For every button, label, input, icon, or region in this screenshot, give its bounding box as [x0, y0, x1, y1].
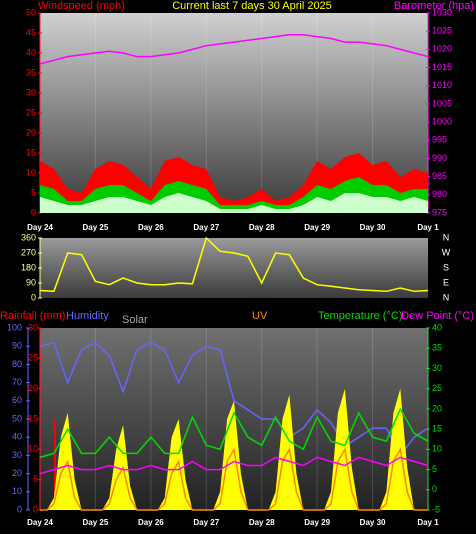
y-tick-label: 985 — [432, 171, 447, 181]
axis-title: Windspeed (mph) — [38, 0, 125, 12]
y-tick-label: 20 — [26, 127, 36, 137]
y-tick-label: 30 — [28, 322, 38, 332]
y-tick-label: 980 — [432, 189, 447, 199]
x-tick-label: Day 24 — [27, 223, 53, 232]
y-tick-label: 360 — [21, 232, 36, 242]
y-tick-label: 90 — [26, 277, 36, 287]
y-tick-label: 1000 — [432, 116, 452, 126]
y-tick-label: 1010 — [432, 80, 452, 90]
series-label: Solar — [122, 314, 148, 326]
series-label: Humidity — [66, 310, 109, 322]
y-tick-label: 975 — [432, 207, 447, 217]
x-tick-label: Day 24 — [27, 518, 53, 527]
x-tick-label: Day 28 — [249, 518, 275, 527]
y-tick-label: 40 — [12, 432, 22, 442]
series-label: Dew Point (°C) — [401, 310, 474, 322]
y-tick-label: 25 — [26, 107, 36, 117]
x-tick-label: Day 26 — [138, 223, 164, 232]
y-tick-label: 1020 — [432, 44, 452, 54]
x-tick-label: Day 26 — [138, 518, 164, 527]
x-tick-label: Day 25 — [83, 518, 109, 527]
y-tick-label: 180 — [21, 262, 36, 272]
direction-label: E — [443, 277, 449, 287]
line — [40, 447, 428, 511]
y-tick-label: 5 — [33, 474, 38, 484]
y-tick-label: 20 — [28, 383, 38, 393]
y-tick-label: 35 — [432, 343, 442, 353]
x-tick-label: Day 1 — [417, 223, 439, 232]
x-tick-label: Day 25 — [83, 223, 109, 232]
direction-label: N — [443, 292, 450, 302]
y-tick-label: 1015 — [432, 62, 452, 72]
x-tick-label: Day 28 — [249, 223, 275, 232]
area — [40, 193, 428, 213]
y-tick-label: 10 — [432, 444, 442, 454]
y-tick-label: 0 — [432, 484, 437, 494]
line — [39, 407, 429, 459]
y-tick-label: 5 — [432, 464, 437, 474]
y-tick-label: 40 — [432, 322, 442, 332]
y-tick-label: 15 — [432, 423, 442, 433]
y-tick-label: 30 — [432, 363, 442, 373]
y-tick-label: 15 — [28, 413, 38, 423]
y-tick-label: 1005 — [432, 98, 452, 108]
y-tick-label: 270 — [21, 247, 36, 257]
x-tick-label: Day 30 — [360, 518, 386, 527]
y-tick-label: 1025 — [432, 26, 452, 36]
y-tick-label: 45 — [26, 27, 36, 37]
panel-background — [40, 238, 428, 298]
y-tick-label: 25 — [432, 383, 442, 393]
y-tick-label: 25 — [28, 353, 38, 363]
y-tick-label: 60 — [12, 395, 22, 405]
x-tick-label: Day 29 — [304, 223, 330, 232]
x-tick-label: Day 27 — [193, 518, 219, 527]
line — [39, 236, 429, 293]
y-tick-label: 90 — [12, 341, 22, 351]
y-tick-label: 5 — [31, 187, 36, 197]
x-tick-label: Day 1 — [417, 518, 439, 527]
series-label: Temperature (°C) — [318, 310, 402, 322]
rain-bar — [54, 419, 56, 510]
x-tick-label: Day 30 — [360, 223, 386, 232]
axis-title: Barometer (hpa) — [394, 0, 474, 12]
chart-title: Current last 7 days 30 April 2025 — [172, 0, 332, 12]
y-tick-label: 1030 — [432, 7, 452, 17]
y-tick-label: 0 — [33, 504, 38, 514]
y-tick-label: 0 — [17, 504, 22, 514]
direction-label: W — [442, 247, 451, 257]
y-tick-label: 15 — [26, 147, 36, 157]
y-tick-label: 20 — [432, 403, 442, 413]
y-tick-label: 30 — [12, 450, 22, 460]
y-tick-label: 10 — [12, 486, 22, 496]
y-tick-label: 20 — [12, 468, 22, 478]
x-tick-label: Day 29 — [304, 518, 330, 527]
y-tick-label: 10 — [26, 167, 36, 177]
y-tick-label: 0 — [31, 207, 36, 217]
y-tick-label: 70 — [12, 377, 22, 387]
series-label: UV — [252, 310, 268, 322]
x-tick-label: Day 27 — [193, 223, 219, 232]
series-label: Rainfall (mm) — [0, 310, 65, 322]
y-tick-label: -5 — [432, 504, 440, 514]
direction-label: N — [443, 232, 450, 242]
y-tick-label: 100 — [7, 322, 22, 332]
y-tick-label: 10 — [28, 444, 38, 454]
y-tick-label: 0 — [31, 292, 36, 302]
y-tick-label: 30 — [26, 87, 36, 97]
y-tick-label: 80 — [12, 359, 22, 369]
y-tick-label: 995 — [432, 135, 447, 145]
line — [39, 34, 429, 65]
line — [39, 456, 429, 475]
y-tick-label: 40 — [26, 47, 36, 57]
direction-label: S — [443, 262, 449, 272]
y-tick-label: 990 — [432, 153, 447, 163]
y-tick-label: 50 — [12, 413, 22, 423]
y-tick-label: 35 — [26, 67, 36, 77]
y-tick-label: 50 — [26, 7, 36, 17]
